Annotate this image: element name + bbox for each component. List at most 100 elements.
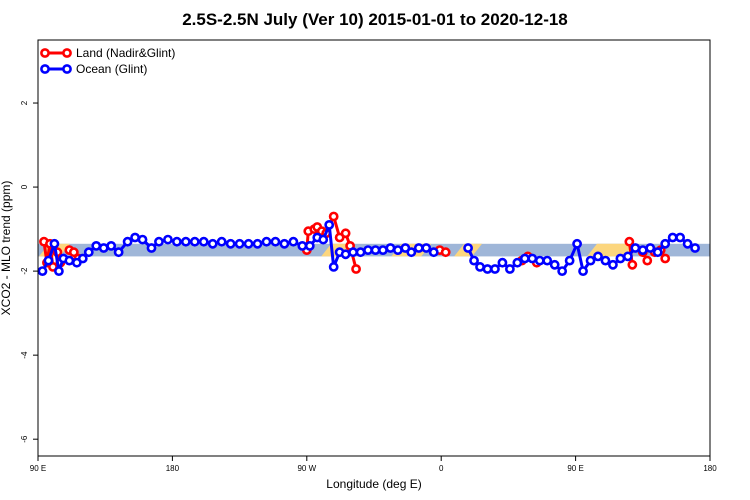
x-tick-label: 90 E — [567, 464, 583, 473]
y-tick-label: -6 — [20, 435, 29, 443]
legend-label: Land (Nadir&Glint) — [76, 46, 175, 60]
y-tick-label: -4 — [20, 351, 29, 359]
plot-frame — [37, 39, 711, 457]
legend-item: Land (Nadir&Glint) — [40, 46, 175, 60]
data-point — [328, 211, 339, 222]
data-point — [645, 243, 656, 253]
data-point — [624, 236, 635, 247]
series-layer — [37, 211, 700, 277]
data-point — [98, 243, 109, 253]
data-point — [660, 238, 671, 249]
x-axis-label: Longitude (deg E) — [326, 477, 421, 491]
data-point — [378, 245, 388, 256]
series-ocean — [37, 219, 700, 277]
data-point — [406, 247, 417, 258]
data-point — [348, 247, 358, 258]
data-point — [564, 255, 575, 266]
data-point — [475, 262, 485, 272]
data-point — [154, 236, 164, 247]
data-point — [385, 243, 396, 253]
data-point — [622, 251, 633, 262]
data-point — [421, 243, 432, 253]
data-point — [637, 245, 648, 256]
legend: Land (Nadir&Glint) Ocean (Glint) — [40, 46, 175, 76]
data-point — [340, 228, 351, 239]
data-point — [171, 236, 182, 247]
data-point — [490, 264, 500, 274]
legend-label: Ocean (Glint) — [76, 62, 147, 76]
data-point — [675, 232, 686, 243]
data-point — [122, 236, 133, 247]
data-point — [106, 240, 117, 251]
data-point — [593, 251, 603, 262]
x-tick-label: 90 W — [297, 464, 316, 473]
data-point — [519, 253, 530, 264]
data-point — [340, 249, 351, 260]
data-point — [615, 253, 626, 264]
data-point — [163, 234, 173, 245]
legend-item: Ocean (Glint) — [40, 62, 147, 76]
data-point — [297, 240, 308, 251]
data-point — [578, 266, 588, 277]
data-point — [189, 236, 200, 247]
data-point — [270, 236, 281, 247]
data-point — [355, 247, 366, 258]
data-point — [43, 255, 54, 266]
data-point — [572, 238, 582, 249]
data-point — [207, 238, 218, 249]
data-point — [324, 219, 335, 230]
data-point — [504, 264, 515, 274]
data-point — [261, 236, 272, 247]
data-point — [667, 232, 678, 243]
data-point — [557, 266, 568, 277]
data-point — [660, 253, 671, 264]
data-point — [91, 240, 102, 251]
data-point — [690, 243, 700, 253]
data-point — [463, 243, 473, 253]
data-point — [413, 243, 424, 253]
data-point — [428, 247, 439, 258]
y-tick-label: 2 — [20, 100, 29, 105]
data-point — [243, 238, 254, 249]
data-point — [630, 243, 641, 253]
data-point — [440, 247, 451, 258]
data-point — [68, 247, 79, 258]
data-point — [608, 259, 618, 270]
data-point — [54, 266, 64, 277]
data-point — [288, 236, 299, 247]
legend-marker — [40, 48, 50, 58]
data-point — [328, 262, 339, 272]
data-point — [652, 247, 663, 258]
data-point — [585, 255, 596, 266]
data-point — [642, 255, 653, 266]
data-point — [252, 238, 263, 249]
data-point — [180, 236, 191, 247]
data-point — [549, 259, 560, 270]
y-axis: 2 0 -2 -4 -6 — [20, 100, 38, 443]
data-point — [130, 232, 140, 243]
legend-marker — [62, 64, 72, 74]
data-point — [392, 245, 403, 256]
y-axis-label: XCO2 - MLO trend (ppm) — [0, 181, 13, 316]
legend-marker — [40, 64, 50, 74]
legend-marker — [62, 48, 72, 58]
data-point — [216, 236, 227, 247]
x-tick-label: 180 — [703, 464, 717, 473]
data-point — [527, 253, 538, 264]
data-point — [225, 238, 236, 249]
data-point — [469, 255, 479, 266]
data-point — [497, 257, 508, 268]
data-point — [542, 255, 553, 266]
x-tick-label: 180 — [166, 464, 180, 473]
data-point — [363, 245, 373, 256]
data-point — [279, 238, 290, 249]
x-axis: 90 E 180 90 W 0 90 E 180 — [30, 456, 717, 473]
data-point — [600, 255, 611, 266]
y-tick-label: 0 — [20, 184, 29, 189]
data-point — [682, 238, 693, 249]
data-point — [113, 247, 124, 258]
data-point — [482, 264, 493, 274]
y-tick-label: -2 — [20, 267, 29, 275]
chart-title: 2.5S-2.5N July (Ver 10) 2015-01-01 to 20… — [182, 10, 568, 29]
